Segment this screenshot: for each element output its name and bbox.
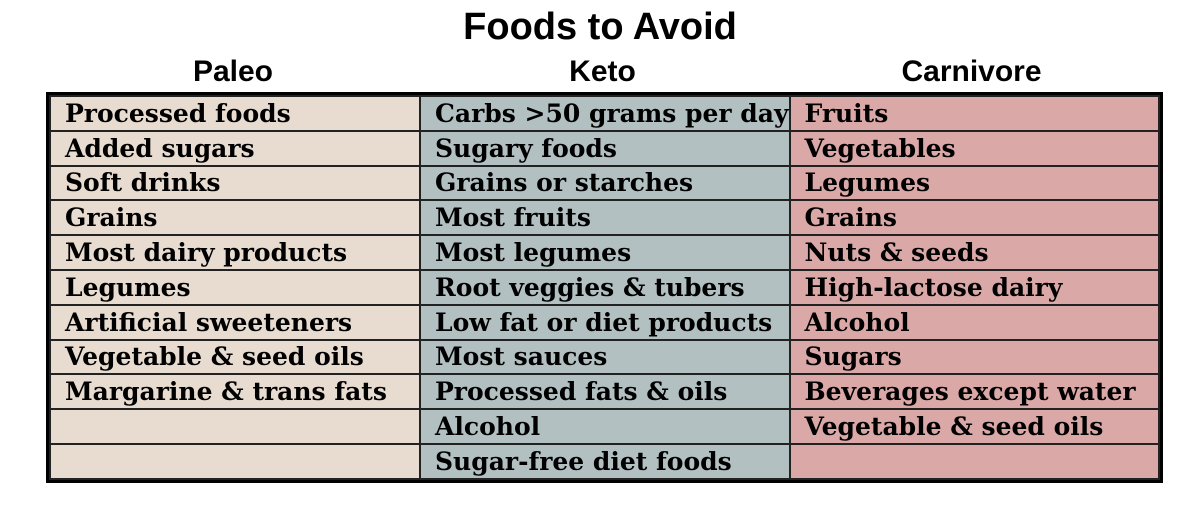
keto-cell: Most sauces (419, 338, 791, 376)
carnivore-cell: Sugars (788, 338, 1160, 376)
paleo-cell: Most dairy products (49, 234, 421, 271)
table-row: Added sugars Sugary foods Vegetables (49, 129, 1160, 167)
keto-cell: Carbs >50 grams per day (419, 95, 791, 132)
keto-cell: Most fruits (419, 199, 791, 237)
paleo-cell: Margarine & trans fats (49, 373, 421, 411)
table-row: Most dairy products Most legumes Nuts & … (49, 234, 1160, 271)
carnivore-cell: Fruits (788, 95, 1160, 132)
page-title: Foods to Avoid (463, 6, 737, 48)
carnivore-cell: Vegetable & seed oils (788, 408, 1160, 445)
column-header-keto: Keto (569, 55, 636, 88)
keto-cell: Sugary foods (419, 129, 791, 167)
paleo-cell: Soft drinks (49, 164, 421, 202)
table-row: Vegetable & seed oils Most sauces Sugars (49, 338, 1160, 376)
table-row: Soft drinks Grains or starches Legumes (49, 164, 1160, 202)
paleo-cell: Added sugars (49, 129, 421, 167)
keto-cell: Most legumes (419, 234, 791, 271)
keto-cell: Low fat or diet products (419, 303, 791, 341)
foods-table-grid: Processed foods Carbs >50 grams per day … (49, 95, 1160, 480)
paleo-cell (49, 408, 421, 445)
carnivore-cell: Nuts & seeds (788, 234, 1160, 271)
carnivore-cell: Grains (788, 199, 1160, 237)
carnivore-cell (788, 442, 1160, 480)
keto-cell: Processed fats & oils (419, 373, 791, 411)
table-row: Artificial sweeteners Low fat or diet pr… (49, 303, 1160, 341)
table-row: Grains Most fruits Grains (49, 199, 1160, 237)
paleo-cell: Processed foods (49, 95, 421, 132)
carnivore-cell: High-lactose dairy (788, 268, 1160, 306)
paleo-cell: Vegetable & seed oils (49, 338, 421, 376)
table-row: Alcohol Vegetable & seed oils (49, 408, 1160, 445)
carnivore-cell: Beverages except water (788, 373, 1160, 411)
carnivore-cell: Vegetables (788, 129, 1160, 167)
table-row: Sugar-free diet foods (49, 442, 1160, 480)
foods-table: Processed foods Carbs >50 grams per day … (46, 92, 1163, 483)
table-row: Margarine & trans fats Processed fats & … (49, 373, 1160, 411)
keto-cell: Root veggies & tubers (419, 268, 791, 306)
column-header-carnivore: Carnivore (901, 55, 1042, 88)
table-row: Legumes Root veggies & tubers High-lacto… (49, 268, 1160, 306)
paleo-cell: Grains (49, 199, 421, 237)
carnivore-cell: Alcohol (788, 303, 1160, 341)
keto-cell: Grains or starches (419, 164, 791, 202)
carnivore-cell: Legumes (788, 164, 1160, 202)
column-header-paleo: Paleo (192, 55, 274, 88)
paleo-cell: Artificial sweeteners (49, 303, 421, 341)
paleo-cell: Legumes (49, 268, 421, 306)
keto-cell: Alcohol (419, 408, 791, 445)
keto-cell: Sugar-free diet foods (419, 442, 791, 480)
column-headers: Paleo Keto Carnivore (48, 52, 1156, 92)
table-row: Processed foods Carbs >50 grams per day … (49, 95, 1160, 132)
paleo-cell (49, 442, 421, 480)
